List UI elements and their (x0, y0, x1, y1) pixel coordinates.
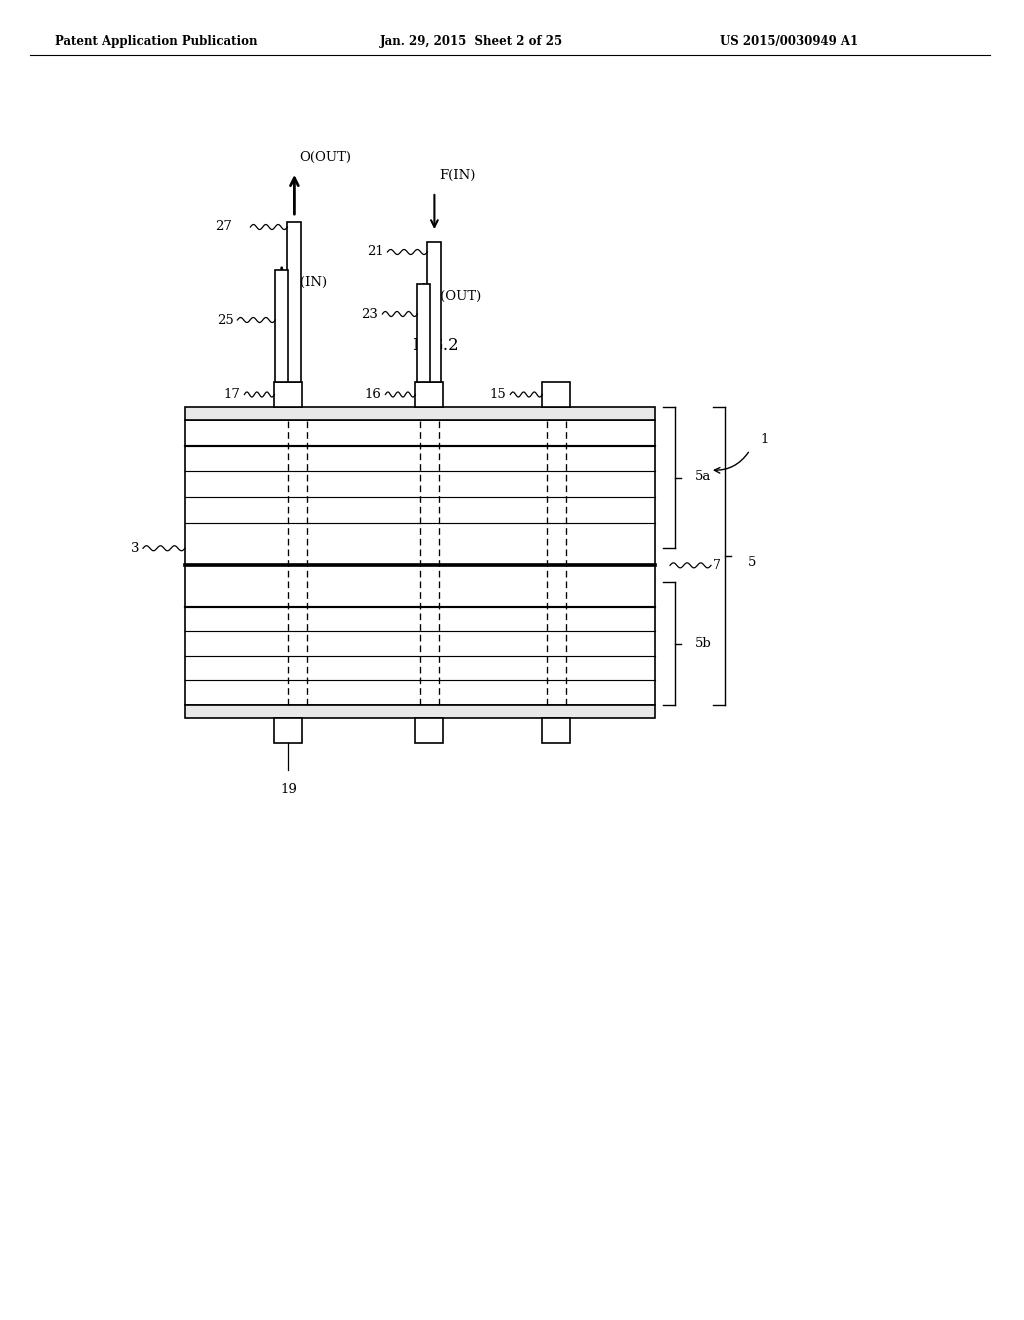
Text: 5a: 5a (695, 470, 712, 483)
Bar (416, 381, 443, 407)
Bar (418, 284, 430, 381)
Text: 3: 3 (130, 541, 139, 554)
Bar (543, 718, 570, 743)
Bar (185, 420, 655, 705)
Text: FIG.2: FIG.2 (412, 337, 459, 354)
Text: 5b: 5b (695, 638, 712, 651)
Text: 17: 17 (223, 388, 241, 401)
Bar (288, 222, 301, 381)
Bar (275, 271, 288, 381)
Bar (416, 718, 443, 743)
Text: 15: 15 (489, 388, 506, 401)
Text: US 2015/0030949 A1: US 2015/0030949 A1 (720, 36, 858, 48)
Text: 23: 23 (361, 308, 379, 321)
Text: 25: 25 (217, 314, 233, 326)
Text: Patent Application Publication: Patent Application Publication (55, 36, 257, 48)
Bar (427, 242, 441, 381)
Text: Jan. 29, 2015  Sheet 2 of 25: Jan. 29, 2015 Sheet 2 of 25 (380, 36, 563, 48)
Bar (185, 407, 655, 420)
Text: 21: 21 (367, 246, 383, 259)
Text: 1: 1 (760, 433, 768, 446)
Text: F(IN): F(IN) (439, 169, 476, 182)
Text: 7: 7 (713, 558, 721, 572)
Bar (274, 718, 302, 743)
Text: 16: 16 (365, 388, 381, 401)
Bar (274, 381, 302, 407)
Text: O(IN): O(IN) (290, 276, 328, 289)
Text: F(OUT): F(OUT) (432, 290, 482, 304)
Bar (185, 705, 655, 718)
Text: 5: 5 (748, 556, 757, 569)
Text: 19: 19 (280, 783, 297, 796)
Text: 27: 27 (215, 220, 232, 234)
Bar (543, 381, 570, 407)
Text: O(OUT): O(OUT) (299, 150, 351, 164)
